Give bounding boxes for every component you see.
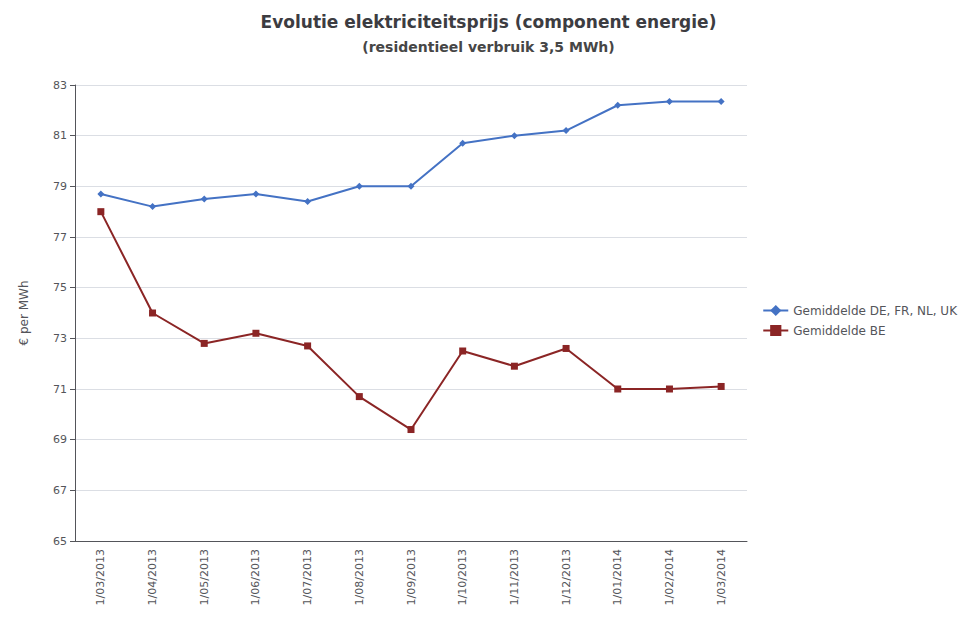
svg-text:1/08/2013: 1/08/2013 xyxy=(353,549,366,605)
svg-text:1/04/2013: 1/04/2013 xyxy=(146,549,159,605)
svg-text:1/05/2013: 1/05/2013 xyxy=(198,549,211,605)
svg-text:81: 81 xyxy=(53,129,67,142)
svg-text:79: 79 xyxy=(53,180,67,193)
svg-text:Gemiddelde DE, FR, NL, UK: Gemiddelde DE, FR, NL, UK xyxy=(793,304,958,318)
svg-text:1/03/2013: 1/03/2013 xyxy=(94,549,107,605)
svg-text:1/02/2014: 1/02/2014 xyxy=(663,549,676,605)
svg-text:71: 71 xyxy=(53,383,67,396)
svg-text:1/06/2013: 1/06/2013 xyxy=(249,549,262,605)
svg-text:1/03/2014: 1/03/2014 xyxy=(715,549,728,605)
svg-text:69: 69 xyxy=(53,433,67,446)
svg-text:1/01/2014: 1/01/2014 xyxy=(611,549,624,605)
svg-text:67: 67 xyxy=(53,484,67,497)
svg-text:77: 77 xyxy=(53,231,67,244)
svg-text:65: 65 xyxy=(53,535,67,548)
svg-text:75: 75 xyxy=(53,281,67,294)
svg-text:1/09/2013: 1/09/2013 xyxy=(405,549,418,605)
svg-text:73: 73 xyxy=(53,332,67,345)
svg-text:1/07/2013: 1/07/2013 xyxy=(301,549,314,605)
svg-text:(residentieel verbruik 3,5 MWh: (residentieel verbruik 3,5 MWh) xyxy=(362,39,614,55)
svg-text:1/10/2013: 1/10/2013 xyxy=(456,549,469,605)
svg-text:1/11/2013: 1/11/2013 xyxy=(508,549,521,605)
svg-text:83: 83 xyxy=(53,79,67,92)
svg-text:Evolutie elektriciteitsprijs (: Evolutie elektriciteitsprijs (component … xyxy=(261,12,717,32)
svg-text:Gemiddelde BE: Gemiddelde BE xyxy=(793,324,885,338)
svg-text:1/12/2013: 1/12/2013 xyxy=(560,549,573,605)
svg-text:€ per MWh: € per MWh xyxy=(17,280,31,345)
